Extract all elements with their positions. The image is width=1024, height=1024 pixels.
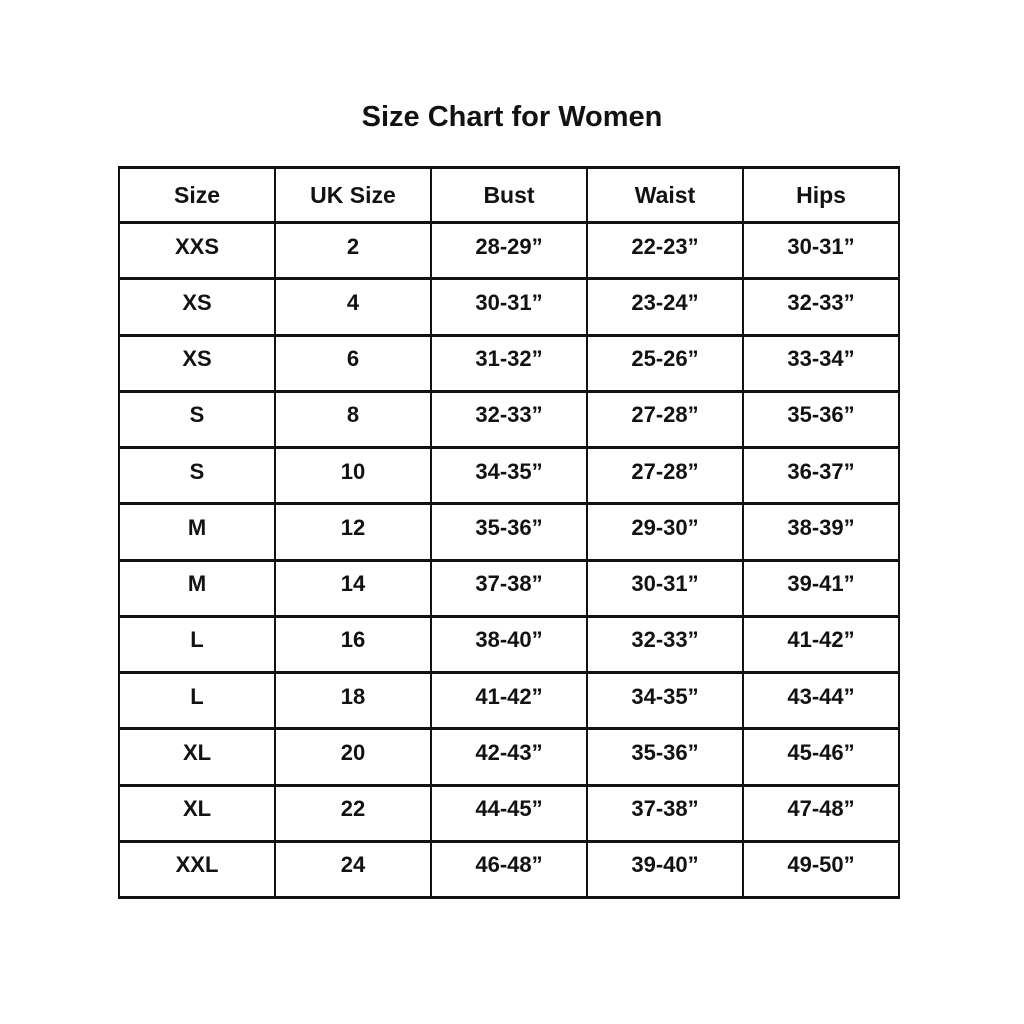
cell-bust: 44-45” [430,783,588,843]
cell-size: M [118,558,276,618]
cell-waist: 27-28” [586,445,744,506]
cell-bust: 34-35” [430,445,588,506]
cell-bust: 41-42” [430,670,588,731]
cell-waist: 29-30” [586,502,744,562]
cell-waist: 32-33” [586,614,744,675]
cell-size: XS [118,333,276,393]
cell-waist: 22-23” [586,220,744,281]
cell-size: XS [118,277,276,337]
cell-hips: 33-34” [742,333,900,393]
cell-hips: 35-36” [742,389,900,450]
table-row: S 8 32-33” 27-28” 35-36” [118,389,900,450]
cell-size: XL [118,727,276,787]
cell-uk-size: 12 [274,502,432,562]
cell-uk-size: 24 [274,839,432,900]
table-body: XXS 2 28-29” 22-23” 30-31” XS 4 30-31” 23-24” 32-… [118,220,900,900]
cell-waist: 37-38” [586,783,744,843]
cell-hips: 36-37” [742,445,900,506]
table-row: XL 22 44-45” 37-38” 47-48” [118,783,900,843]
cell-bust: 35-36” [430,502,588,562]
cell-waist: 25-26” [586,333,744,393]
cell-uk-size: 6 [274,333,432,393]
cell-waist: 23-24” [586,277,744,337]
cell-hips: 43-44” [742,670,900,731]
cell-hips: 49-50” [742,839,900,900]
table-row: XS 6 31-32” 25-26” 33-34” [118,333,900,393]
cell-size: L [118,614,276,675]
table-row: S 10 34-35” 27-28” 36-37” [118,445,900,506]
table-row: M 14 37-38” 30-31” 39-41” [118,558,900,618]
cell-uk-size: 16 [274,614,432,675]
cell-uk-size: 8 [274,389,432,450]
cell-bust: 32-33” [430,389,588,450]
cell-size: XXS [118,220,276,281]
header-row: Size UK Size Bust Waist Hips [118,166,900,224]
cell-size: L [118,670,276,731]
cell-bust: 38-40” [430,614,588,675]
cell-size: XXL [118,839,276,900]
table-row: XL 20 42-43” 35-36” 45-46” [118,727,900,787]
cell-waist: 35-36” [586,727,744,787]
cell-bust: 28-29” [430,220,588,281]
col-header-size: Size [118,166,276,224]
cell-uk-size: 4 [274,277,432,337]
cell-waist: 27-28” [586,389,744,450]
cell-size: M [118,502,276,562]
cell-uk-size: 20 [274,727,432,787]
cell-hips: 30-31” [742,220,900,281]
col-header-uk-size: UK Size [274,166,432,224]
cell-uk-size: 18 [274,670,432,731]
col-header-waist: Waist [586,166,744,224]
cell-bust: 46-48” [430,839,588,900]
table-header: Size UK Size Bust Waist Hips [118,166,900,224]
table-row: L 18 41-42” 34-35” 43-44” [118,670,900,731]
cell-bust: 37-38” [430,558,588,618]
cell-hips: 41-42” [742,614,900,675]
cell-hips: 32-33” [742,277,900,337]
cell-uk-size: 22 [274,783,432,843]
table-row: XXS 2 28-29” 22-23” 30-31” [118,220,900,281]
cell-size: S [118,445,276,506]
cell-uk-size: 14 [274,558,432,618]
table-row: XXL 24 46-48” 39-40” 49-50” [118,839,900,900]
cell-size: S [118,389,276,450]
cell-size: XL [118,783,276,843]
cell-hips: 39-41” [742,558,900,618]
cell-uk-size: 10 [274,445,432,506]
cell-bust: 31-32” [430,333,588,393]
cell-hips: 47-48” [742,783,900,843]
size-chart-table: Size UK Size Bust Waist Hips XXS 2 28-29” 2… [118,166,900,900]
cell-waist: 30-31” [586,558,744,618]
cell-bust: 30-31” [430,277,588,337]
table-row: L 16 38-40” 32-33” 41-42” [118,614,900,675]
cell-waist: 34-35” [586,670,744,731]
table-row: XS 4 30-31” 23-24” 32-33” [118,277,900,337]
col-header-hips: Hips [742,166,900,224]
cell-waist: 39-40” [586,839,744,900]
table-row: M 12 35-36” 29-30” 38-39” [118,502,900,562]
page-title: Size Chart for Women [361,101,663,133]
col-header-bust: Bust [430,166,588,224]
cell-uk-size: 2 [274,220,432,281]
cell-hips: 38-39” [742,502,900,562]
cell-hips: 45-46” [742,727,900,787]
cell-bust: 42-43” [430,727,588,787]
